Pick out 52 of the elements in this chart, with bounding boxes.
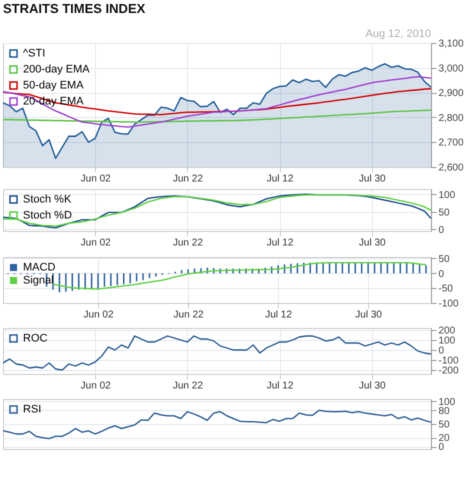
y-tick-label: 0 [438, 224, 444, 236]
y-tick-label: -200 [438, 366, 459, 376]
chart-title: STRAITS TIMES INDEX [3, 1, 146, 16]
line-series [3, 76, 431, 128]
x-tick-label: Jun 22 [174, 310, 204, 320]
x-tick-label: Jun 22 [172, 380, 204, 392]
legend-label: RSI [23, 404, 42, 416]
y-tick-label: 0 [438, 346, 444, 356]
y-tick-label: -100 [438, 356, 459, 366]
x-tick-label: Jul 12 [266, 380, 294, 392]
y-tick-label: 100 [438, 190, 456, 201]
line-series [3, 335, 431, 371]
x-tick-label: Jul 30 [358, 380, 386, 392]
y-tick-label: 2,900 [438, 88, 464, 100]
y-tick-label: -50 [438, 284, 454, 295]
legend-label: Stoch %D [23, 210, 72, 222]
x-tick-label: Jun 22 [172, 174, 204, 184]
x-tick-label: Jul 12 [266, 238, 294, 248]
y-tick-label: 100 [438, 396, 456, 408]
y-tick-label: 100 [438, 336, 456, 346]
line-series [3, 110, 431, 123]
y-tick-label: 0 [438, 268, 444, 280]
x-tick-label: Jun 02 [80, 380, 112, 392]
y-tick-label: 0 [438, 442, 444, 454]
y-tick-label: 2,600 [438, 162, 464, 174]
x-tick-label: Jun 22 [172, 238, 204, 248]
legend-label: Stoch %K [23, 194, 72, 206]
y-tick-label: -100 [438, 298, 459, 310]
x-tick-label: Jul 12 [265, 310, 292, 320]
x-tick-label: Jun 02 [80, 238, 112, 248]
y-tick-label: 50 [438, 420, 450, 430]
y-tick-label: 2,800 [438, 112, 464, 124]
x-tick-label: Jun 02 [84, 310, 114, 320]
legend-label: 50-day EMA [23, 80, 84, 92]
legend-label: ROC [23, 332, 48, 344]
y-tick-label: 50 [438, 207, 450, 218]
x-tick-label: Jul 30 [355, 310, 382, 320]
y-tick-label: 50 [438, 254, 450, 265]
x-tick-label: Jun 02 [80, 174, 112, 184]
legend-label: MACD [23, 262, 56, 274]
y-tick-label: 2,700 [438, 138, 464, 149]
y-tick-label: 20 [438, 433, 450, 444]
x-tick-label: Jul 30 [358, 238, 386, 248]
y-tick-label: 80 [438, 406, 450, 417]
y-tick-label: 200 [438, 326, 456, 336]
legend-label: 200-day EMA [23, 64, 90, 76]
x-tick-label: Jul 30 [358, 174, 386, 184]
x-tick-label: Jul 12 [266, 174, 294, 184]
y-tick-label: 3,000 [438, 63, 464, 74]
text: Aug 12, 2010 [366, 28, 431, 40]
y-tick-label: 3,100 [438, 38, 464, 50]
legend-label: ^STI [23, 48, 46, 60]
